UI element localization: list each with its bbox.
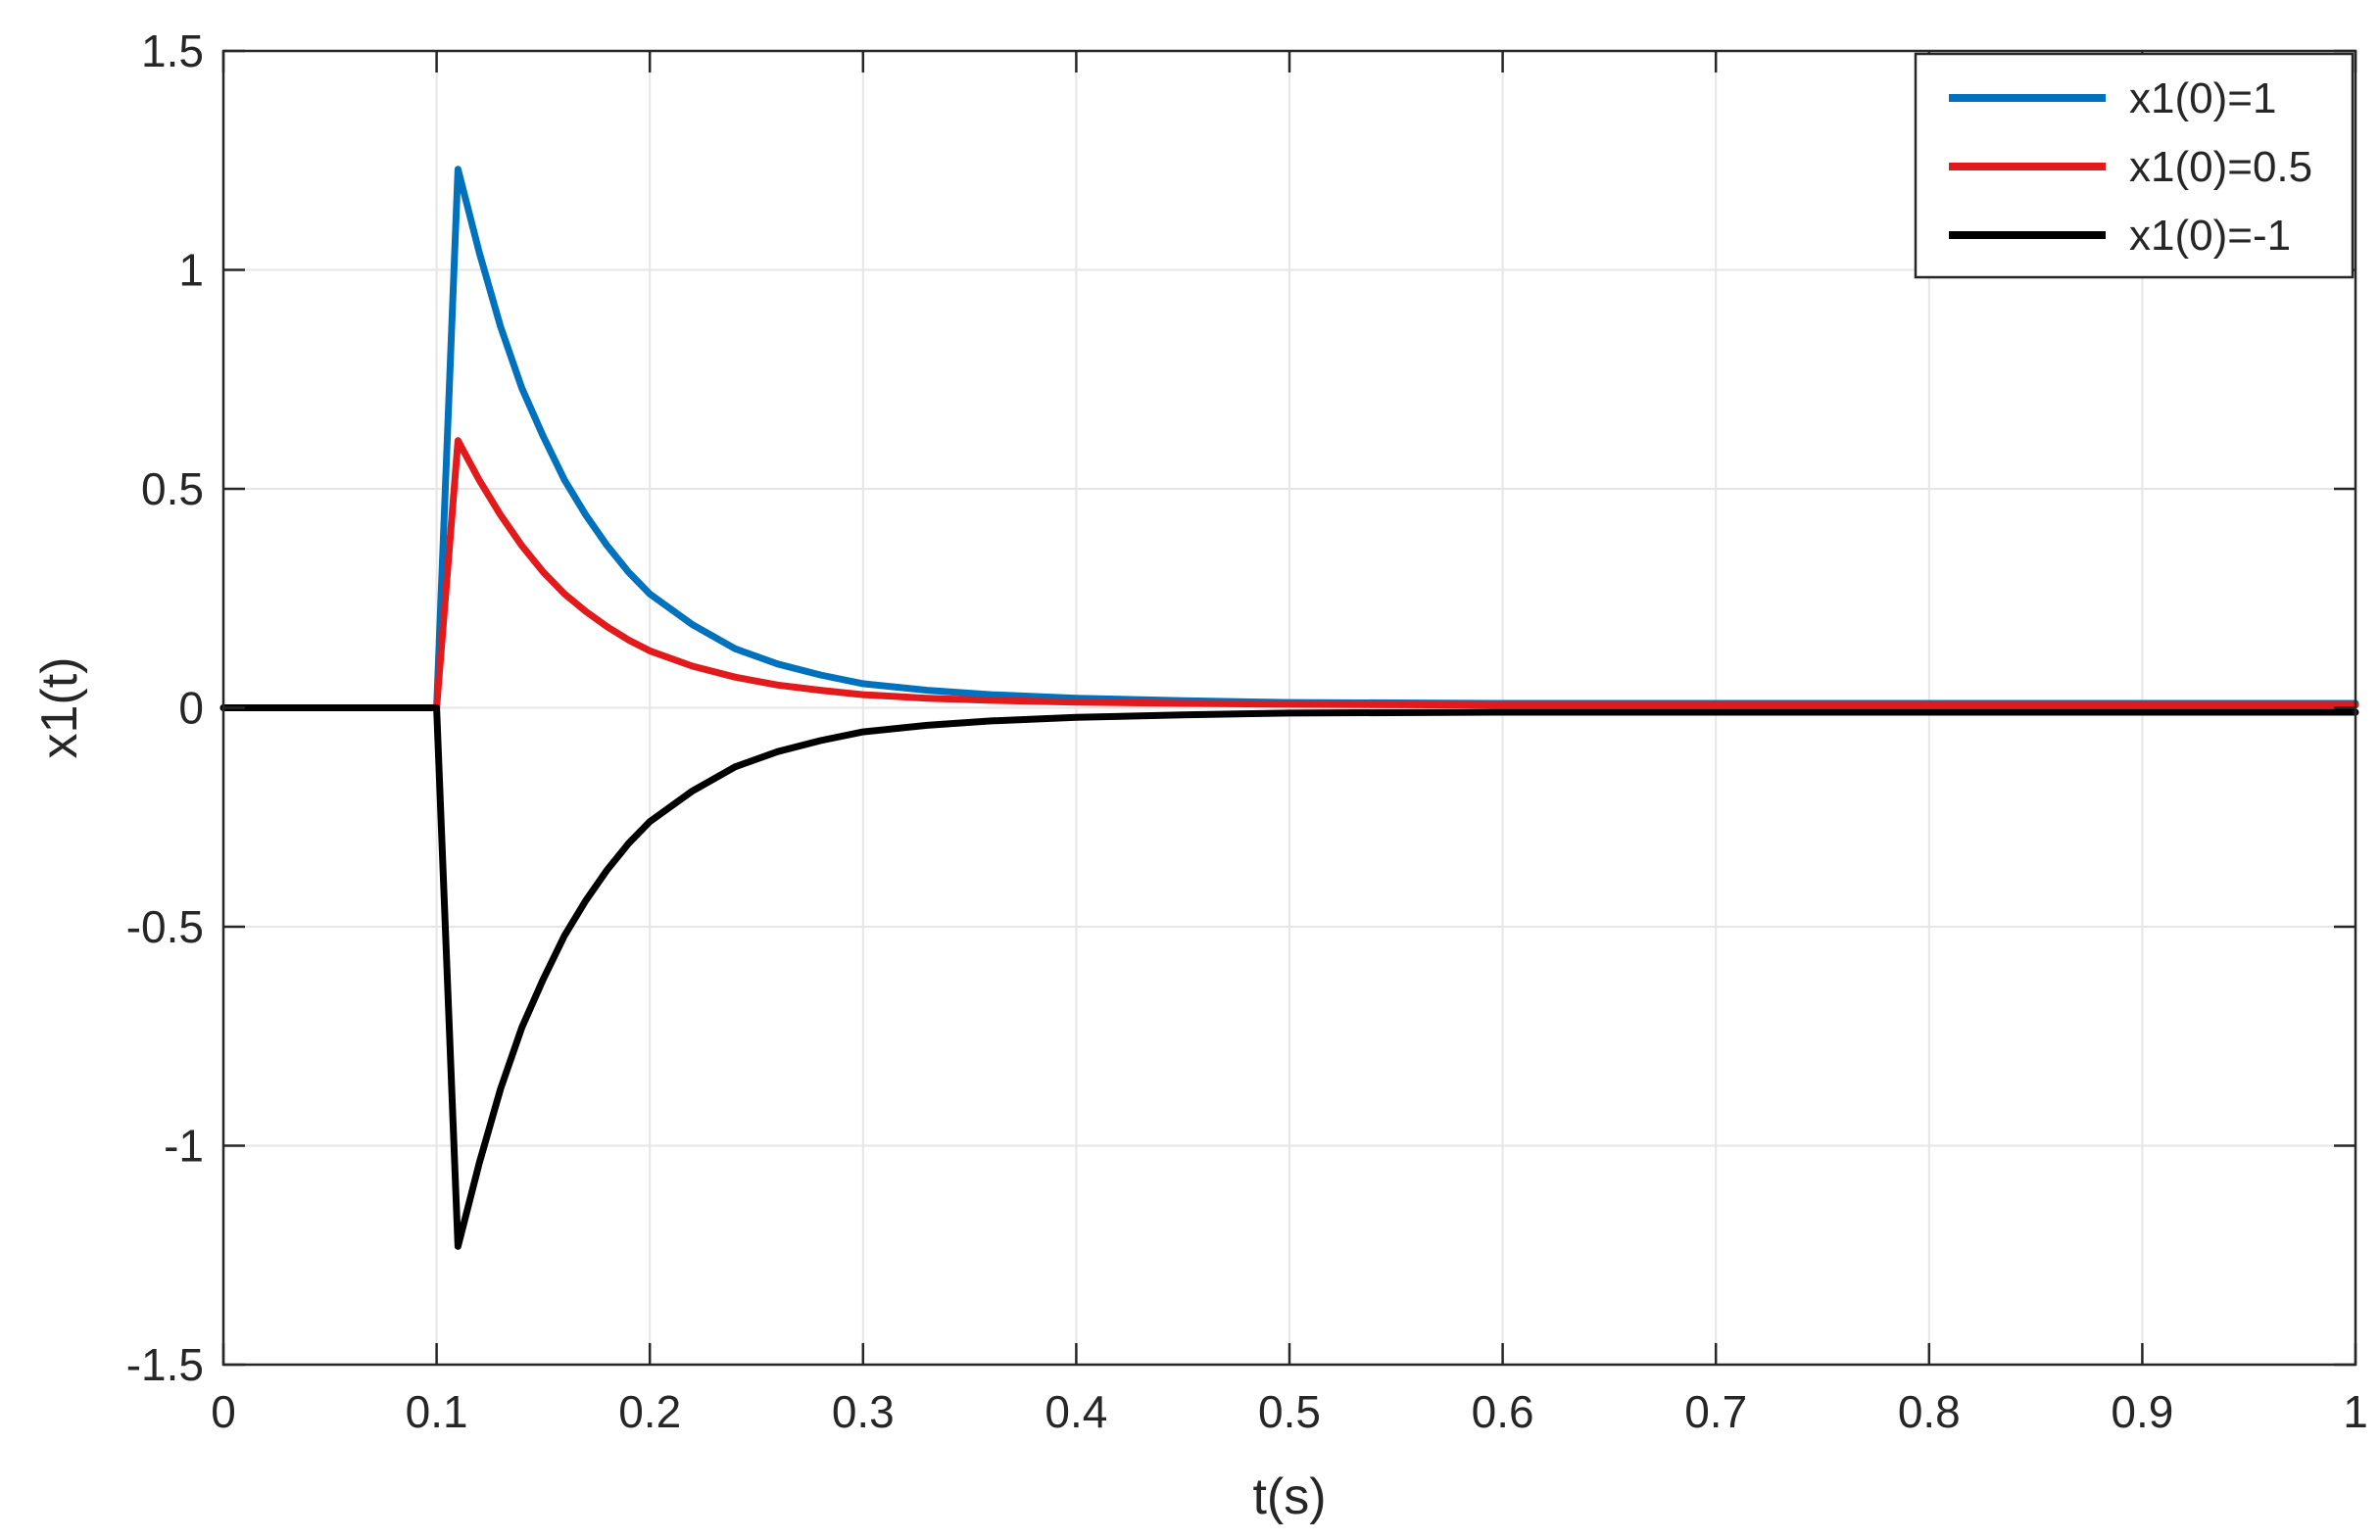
legend: x1(0)=1 x1(0)=0.5 x1(0)=-1 — [1914, 52, 2355, 279]
y-tick-label: -0.5 — [126, 901, 204, 952]
ticks — [221, 49, 2357, 1367]
y-tick-label: 1.5 — [141, 25, 204, 76]
series-line — [219, 704, 2359, 1250]
y-axis-label: x1(t) — [31, 657, 88, 759]
x-tick-label: 0.6 — [1472, 1386, 1534, 1437]
y-tick-label: 1 — [178, 245, 204, 296]
x-tick-label: 0.8 — [1898, 1386, 1961, 1437]
x-tick-label: 0.7 — [1684, 1386, 1747, 1437]
legend-items: x1(0)=1 x1(0)=0.5 x1(0)=-1 — [1949, 74, 2312, 260]
x-tick-label: 0.3 — [832, 1386, 895, 1437]
legend-label: x1(0)=-1 — [2129, 212, 2291, 260]
x-tick-label: 0.1 — [406, 1386, 468, 1437]
y-tick-label: 0.5 — [141, 463, 204, 514]
y-tick-label: -1.5 — [126, 1339, 204, 1390]
x-tick-label: 0.5 — [1258, 1386, 1321, 1437]
series-group — [219, 166, 2359, 1250]
y-tick-label: 0 — [178, 683, 204, 734]
legend-label: x1(0)=1 — [2129, 74, 2276, 122]
x-axis-label: t(s) — [1252, 1468, 1326, 1525]
y-tick-labels: 1.5 1 0.5 0 -0.5 -1 -1.5 — [126, 25, 204, 1390]
x-tick-label: 0.9 — [2111, 1386, 2173, 1437]
series-line — [219, 437, 2359, 711]
legend-label: x1(0)=0.5 — [2129, 143, 2312, 191]
x-tick-label: 0.2 — [618, 1386, 681, 1437]
x-tick-label: 0.4 — [1044, 1386, 1107, 1437]
x-tick-label: 0 — [211, 1386, 236, 1437]
x-tick-labels: 0 0.1 0.2 0.3 0.4 0.5 0.6 0.7 0.8 0.9 1 — [211, 1386, 2368, 1437]
y-tick-label: -1 — [164, 1121, 204, 1172]
x-tick-label: 1 — [2343, 1386, 2368, 1437]
